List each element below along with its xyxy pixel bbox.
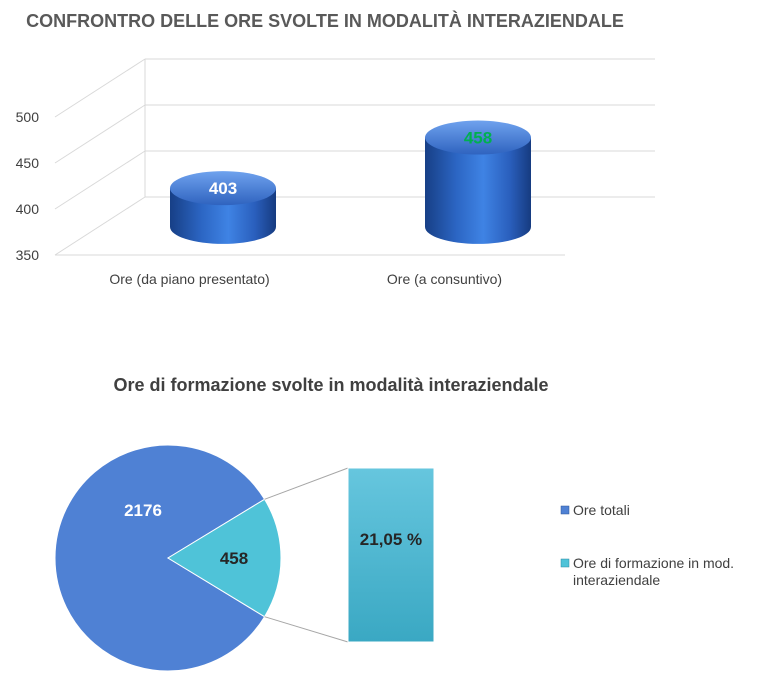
pie-data-label: 2176 xyxy=(124,501,162,520)
legend-label: Ore totali xyxy=(573,502,630,518)
data-labels: 403 458 xyxy=(209,129,492,199)
pie-chart-title: Ore di formazione svolte in modalità int… xyxy=(113,375,548,395)
bar-chart: CONFRONTRO DELLE ORE SVOLTE IN MODALITÀ … xyxy=(16,10,655,287)
y-tick-label: 500 xyxy=(16,109,40,125)
pie-slice-ore-totali xyxy=(54,444,266,672)
legend-label: Ore di formazione in mod. xyxy=(573,555,734,571)
gridlines xyxy=(54,58,655,256)
bar-cylinder-top xyxy=(170,171,276,206)
breakout-bar-rect xyxy=(347,467,435,643)
gridline-side xyxy=(54,58,146,118)
x-category-label: Ore (a consuntivo) xyxy=(387,271,502,287)
pie-chart: Ore di formazione svolte in modalità int… xyxy=(54,375,734,672)
breakout-bar-label: 21,05 % xyxy=(360,530,422,549)
x-category-label: Ore (da piano presentato) xyxy=(109,271,269,287)
gridline-side xyxy=(54,150,146,210)
legend-swatch-ore-interaziendale xyxy=(560,558,570,568)
legend: Ore totali Ore di formazione in mod.inter… xyxy=(560,502,734,588)
x-axis-categories: Ore (da piano presentato) Ore (a consunti… xyxy=(109,271,502,287)
gridline-side xyxy=(54,104,146,164)
pie: 2176 458 xyxy=(54,444,282,672)
bar-chart-title: CONFRONTRO DELLE ORE SVOLTE IN MODALITÀ … xyxy=(26,10,624,31)
y-axis-ticks: 350 400 450 500 xyxy=(16,109,40,263)
pie-slice-ore-interaziendale xyxy=(167,498,282,618)
gridline-side xyxy=(54,196,146,256)
bars xyxy=(170,120,531,244)
y-tick-label: 450 xyxy=(16,155,40,171)
bar-cylinder xyxy=(170,171,276,244)
legend-swatch-ore-totali xyxy=(560,505,570,515)
y-tick-label: 400 xyxy=(16,201,40,217)
breakout-bar: 21,05 % xyxy=(264,467,435,643)
legend-label: interaziendale xyxy=(573,572,660,588)
y-tick-label: 350 xyxy=(16,247,40,263)
bar-cylinder-top xyxy=(425,120,531,155)
pie-data-label: 458 xyxy=(220,549,248,568)
bar-data-label: 403 xyxy=(209,179,237,198)
bar-cylinder xyxy=(425,120,531,244)
bar-cylinder-body xyxy=(425,137,531,244)
connector-line xyxy=(264,616,349,643)
bar-data-label: 458 xyxy=(464,129,492,148)
connector-line xyxy=(264,467,349,500)
